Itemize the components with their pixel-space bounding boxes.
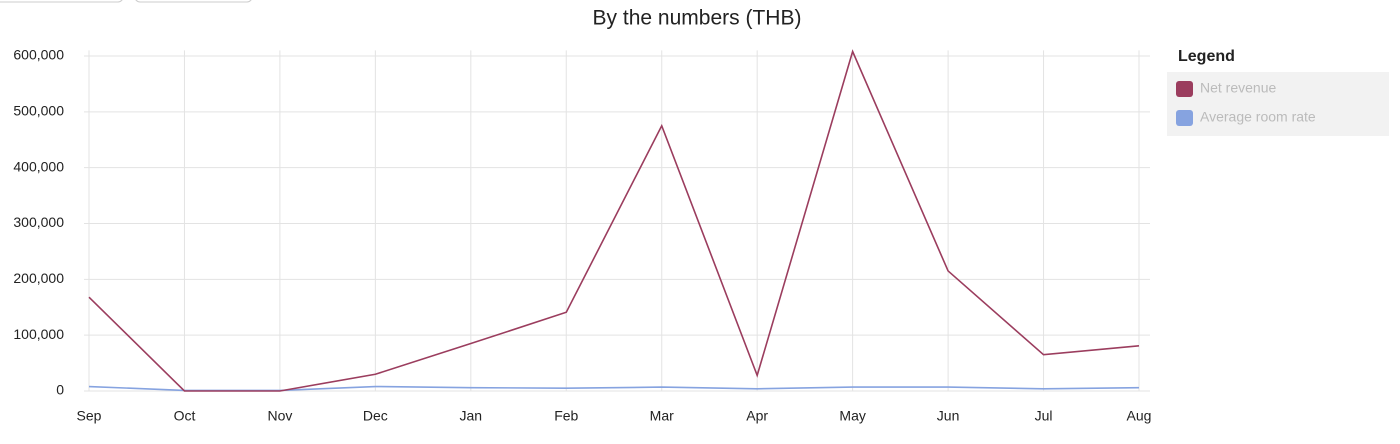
chart-title: By the numbers (THB)	[593, 7, 802, 30]
legend-label: Net revenue	[1200, 80, 1276, 96]
y-tick-label: 200,000	[13, 270, 64, 286]
x-tick-label: Dec	[363, 408, 388, 424]
x-tick-label: Jun	[937, 408, 960, 424]
y-tick-label: 400,000	[13, 158, 64, 174]
x-tick-label: May	[839, 408, 865, 424]
x-tick-label: Sep	[77, 408, 102, 424]
y-tick-label: 600,000	[13, 47, 64, 63]
button[interactable]	[0, 0, 123, 3]
legend-box	[1167, 72, 1389, 136]
legend-swatch	[1176, 81, 1193, 97]
y-tick-label: 0	[56, 382, 64, 398]
x-tick-label: Mar	[650, 408, 674, 424]
x-tick-label: Feb	[554, 408, 578, 424]
x-tick-label: Jan	[460, 408, 483, 424]
legend-title: Legend	[1178, 48, 1235, 65]
x-tick-label: Aug	[1127, 408, 1152, 424]
x-tick-label: Nov	[267, 408, 292, 424]
x-tick-label: Apr	[746, 408, 768, 424]
y-tick-label: 300,000	[13, 214, 64, 230]
button[interactable]	[135, 0, 252, 3]
legend-swatch	[1176, 110, 1193, 126]
series-line	[88, 49, 1140, 392]
y-tick-label: 100,000	[13, 326, 64, 342]
legend-label: Average room rate	[1200, 109, 1316, 125]
x-tick-label: Jul	[1035, 408, 1053, 424]
x-tick-label: Oct	[174, 408, 196, 424]
y-tick-label: 500,000	[13, 103, 64, 119]
series-line	[88, 385, 1140, 392]
